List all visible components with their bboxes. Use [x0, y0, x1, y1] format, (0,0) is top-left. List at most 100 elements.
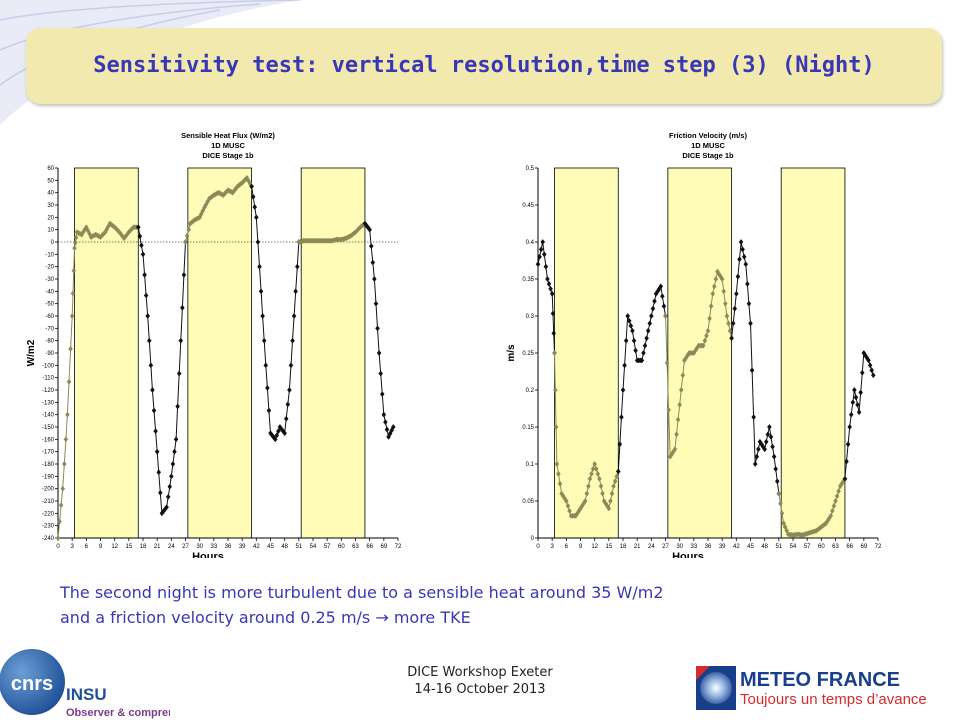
data-point: [178, 337, 184, 344]
x-tick-label: 3: [550, 544, 554, 550]
data-point: [287, 386, 292, 394]
data-point: [552, 386, 558, 394]
data-point: [734, 290, 739, 297]
data-point: [762, 446, 767, 453]
data-point: [730, 320, 736, 327]
y-tick-label: 0.4: [526, 240, 535, 246]
data-point: [384, 426, 390, 433]
data-point: [752, 460, 758, 468]
data-point: [751, 414, 756, 421]
y-axis-label: m/s: [506, 344, 517, 362]
footer-dates: 14-16 October 2013: [414, 682, 546, 697]
y-tick-label: 0: [51, 240, 55, 246]
data-point: [713, 275, 719, 283]
data-point: [614, 473, 620, 480]
data-point: [545, 275, 550, 283]
data-point: [263, 362, 269, 369]
data-point: [674, 431, 679, 438]
data-point: [553, 423, 559, 431]
data-point: [675, 416, 681, 423]
x-tick-label: 12: [111, 544, 118, 550]
data-point: [859, 369, 865, 376]
x-tick-label: 36: [705, 544, 712, 550]
data-point: [548, 285, 553, 292]
data-point: [537, 253, 542, 260]
data-point: [376, 349, 382, 357]
x-tick-label: 48: [281, 544, 288, 550]
data-point: [276, 428, 281, 435]
data-point: [593, 465, 599, 472]
title-banner: Sensitivity test: vertical resolution,ti…: [26, 28, 942, 104]
footer: DICE Workshop Exeter 14-16 October 2013: [330, 664, 630, 698]
series-day-segment: [535, 238, 557, 357]
data-point: [169, 473, 174, 480]
data-point: [66, 378, 72, 385]
data-point: [598, 483, 604, 490]
y-tick-label: -220: [42, 511, 55, 517]
data-point: [381, 411, 387, 418]
x-axis-label: Hours: [192, 551, 224, 558]
x-tick-label: 66: [846, 544, 853, 550]
data-point: [737, 256, 742, 263]
cnrs-logo-text: cnrs: [11, 673, 53, 695]
data-point: [649, 312, 654, 320]
x-tick-label: 69: [860, 544, 867, 550]
data-point: [70, 290, 76, 297]
data-point: [68, 345, 73, 352]
data-point: [274, 432, 280, 439]
data-point: [293, 288, 299, 295]
data-point: [767, 423, 772, 431]
data-point: [556, 470, 561, 477]
x-tick-label: 63: [352, 544, 359, 550]
data-point: [249, 183, 254, 190]
x-tick-label: 69: [380, 544, 387, 550]
data-point: [255, 238, 261, 246]
data-point: [554, 460, 560, 468]
data-point: [672, 446, 678, 453]
data-point: [779, 510, 785, 517]
data-point: [754, 453, 760, 460]
y-tick-label: 40: [47, 191, 54, 197]
data-point: [660, 293, 665, 300]
meteo-france-tagline: Toujours un temps d’avance: [740, 691, 927, 708]
x-tick-label: 3: [70, 544, 74, 550]
data-point: [828, 512, 834, 519]
data-point: [557, 480, 563, 487]
data-point: [830, 507, 835, 514]
data-point: [778, 500, 783, 507]
data-point: [266, 407, 272, 414]
x-tick-label: 39: [239, 544, 246, 550]
series-day-segment: [249, 183, 302, 443]
data-point: [550, 310, 556, 317]
data-point: [831, 502, 837, 509]
slide-title: Sensitivity test: vertical resolution,ti…: [93, 53, 875, 78]
night-period-band: [667, 167, 733, 539]
data-point: [154, 448, 160, 455]
data-point: [773, 465, 779, 472]
data-point: [55, 534, 61, 542]
data-point: [156, 469, 162, 476]
data-point: [615, 468, 621, 475]
data-point: [543, 263, 549, 270]
series-line: [251, 186, 300, 441]
data-point: [589, 470, 594, 477]
y-tick-label: 0.45: [522, 203, 534, 209]
x-tick-label: 24: [648, 544, 655, 550]
data-point: [852, 386, 857, 394]
friction-velocity-chart: Friction Velocity (m/s) 1D MUSC DICE Stage…: [502, 128, 942, 558]
data-point: [257, 263, 262, 270]
series-day-segment: [362, 220, 396, 440]
data-point: [186, 226, 191, 233]
x-tick-label: 9: [99, 544, 103, 550]
x-tick-label: 72: [395, 544, 402, 550]
x-tick-label: 54: [790, 544, 797, 550]
data-point: [869, 367, 875, 374]
data-point: [148, 362, 154, 369]
description-line-1: The second night is more turbulent due t…: [60, 583, 664, 602]
data-point: [721, 288, 727, 295]
x-tick-label: 18: [140, 544, 147, 550]
data-point: [842, 475, 848, 482]
data-point: [260, 312, 265, 320]
data-point: [678, 386, 684, 394]
series-night-segment: [55, 220, 141, 542]
